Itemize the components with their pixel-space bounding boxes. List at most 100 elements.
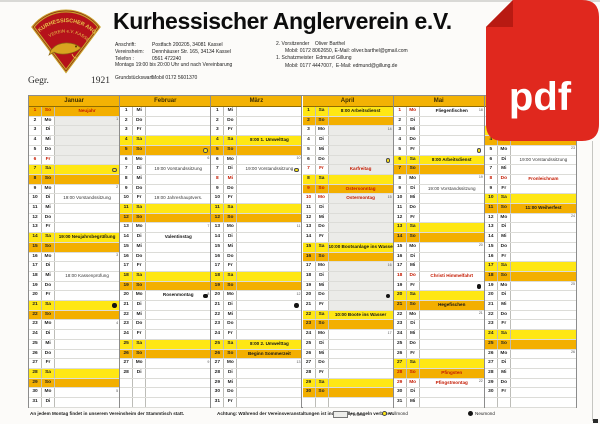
event-cell: [55, 214, 119, 223]
calendar-day-row: 28 Mi: [484, 368, 576, 379]
event-label: Fliegenfischen: [435, 108, 468, 113]
week-number: 16: [387, 262, 392, 267]
calendar-day-row: 1 So Neujahr: [29, 107, 120, 117]
calendar-day-row: 30 Fr: [484, 388, 576, 399]
weekday-cell: Sa: [133, 136, 147, 145]
day-number-cell: 9: [29, 184, 42, 194]
calendar-day-row: 17 Mo 16: [302, 262, 393, 272]
pdf-icon-label: pdf: [509, 75, 572, 119]
calendar-day-row: 19 So: [211, 281, 302, 292]
weekday-cell: Do: [224, 252, 238, 262]
weekday-cell: Di: [498, 291, 511, 301]
ferien-swatch-icon: [333, 411, 348, 418]
day-number-cell: 15: [120, 242, 134, 252]
pdf-file-icon[interactable]: pdf: [486, 0, 599, 141]
day-number-cell: 16: [394, 252, 407, 262]
weekday-cell: Mi: [133, 242, 147, 252]
calendar-day-row: 13 Fr: [29, 223, 120, 234]
week-number: 25: [570, 282, 575, 287]
event-cell: 23: [511, 146, 576, 155]
calendar-day-row: [484, 398, 576, 408]
event-label: Pfingsten: [441, 369, 463, 375]
weekday-cell: So: [406, 233, 420, 242]
event-cell: [237, 281, 302, 291]
calendar-day-row: 17 Fr: [211, 262, 302, 272]
weekday-cell: Mo: [316, 194, 329, 204]
day-number-cell: 20: [485, 291, 498, 301]
day-number-cell: 8: [120, 174, 134, 184]
calendar-day-row: 20 Sa: [393, 291, 484, 302]
calendar-day-row: 19 Mo 25: [484, 281, 576, 292]
weekday-cell: Sa: [315, 378, 329, 388]
calendar-day-row: 2 Di: [393, 116, 484, 127]
event-cell: Ostermontag 15: [328, 194, 393, 204]
day-number-cell: 10: [394, 194, 407, 204]
day-number-cell: 18: [303, 271, 316, 281]
event-label: 10:00 Bootsanlage ins Wasser: [328, 243, 393, 249]
event-cell: 19:00 Vorstandssitzung: [237, 165, 301, 174]
calendar-day-row: 21 Di: [120, 301, 211, 311]
calendar-day-row: 17 Mi: [393, 262, 484, 272]
event-cell: [237, 204, 302, 213]
day-number-cell: 3: [211, 126, 225, 136]
weekday-cell: So: [42, 174, 55, 184]
weekday-cell: Do: [407, 339, 420, 349]
weekday-cell: Mi: [498, 165, 511, 174]
weekday-cell: Di: [407, 116, 420, 126]
event-cell: [237, 233, 301, 242]
weekday-cell: Sa: [315, 107, 329, 116]
day-number-cell: 25: [120, 339, 134, 349]
weekday-cell: Sa: [42, 368, 55, 378]
day-number-cell: 22: [29, 310, 42, 320]
weekday-cell: Fr: [498, 388, 511, 398]
calendar-day-row: 10 Fr 19:00 Jahreshauptvers.: [120, 194, 211, 205]
calendar-day-row: 11 Mi: [29, 204, 120, 214]
day-number-cell: 12: [394, 213, 407, 223]
weekday-cell: Sa: [133, 339, 147, 349]
event-cell: Fronleichnam: [511, 175, 576, 184]
day-number-cell: 14: [211, 233, 225, 242]
event-cell: 7: [146, 223, 210, 232]
contact-line: Mobil: 0172 8062650, E-Mail: oliver.bart…: [285, 48, 408, 55]
day-number-cell: 10: [303, 194, 316, 204]
event-cell: [511, 165, 576, 174]
event-label: 8:00 Arbeitsdienst: [431, 156, 472, 162]
event-cell: [146, 136, 211, 145]
calendar-day-row: 11 So 11:00 Weiherfest: [484, 204, 576, 214]
weekday-cell: Di: [316, 204, 329, 213]
month-column-juni: Juni1Do2Fr3Sa4So5Mo236Di19:00 Vorstandss…: [484, 96, 576, 408]
event-cell: [237, 311, 301, 320]
day-number-cell: 11: [29, 204, 42, 213]
weekday-cell: Mi: [133, 174, 147, 184]
weekday-cell: Fr: [224, 194, 238, 204]
calendar-day-row: 13 Di: [484, 223, 576, 234]
event-label: Pfingstmontag: [435, 379, 468, 385]
event-cell: [146, 213, 211, 223]
day-number-cell: 22: [120, 310, 134, 320]
calendar-day-row: 8 Do Fronleichnam: [484, 174, 576, 185]
day-number-cell: 26: [394, 349, 407, 359]
monday-stammtisch-note: An jedem Montag findet in unserem Verein…: [30, 411, 185, 416]
calendar-day-row: 22 Mo 21: [393, 310, 484, 321]
weekday-cell: So: [224, 213, 238, 223]
weekday-cell: Do: [407, 271, 420, 281]
day-number-cell: 19: [303, 281, 316, 291]
calendar-day-row: 18 So: [484, 271, 576, 282]
calendar-day-row: 27 Sa: [393, 359, 484, 369]
calendar-day-row: 15 Mo 20: [393, 242, 484, 253]
day-number-cell: 27: [303, 359, 316, 368]
address-row: Anschrift: Postfach 200205, 34081 Kassel: [115, 42, 275, 49]
event-label: 19:00 Vorstandssitzung: [245, 166, 294, 172]
event-cell: [146, 117, 210, 126]
event-cell: [510, 262, 576, 271]
event-cell: [237, 213, 302, 223]
day-number-cell: 28: [120, 368, 134, 378]
event-cell: [420, 340, 484, 349]
weekday-cell: Do: [42, 145, 55, 155]
calendar-day-row: 22 Mi: [120, 310, 211, 321]
event-cell: [55, 301, 120, 310]
day-number-cell: 10: [484, 194, 498, 204]
event-cell: [328, 271, 393, 281]
event-cell: [146, 388, 210, 397]
event-cell: 17: [329, 330, 393, 339]
